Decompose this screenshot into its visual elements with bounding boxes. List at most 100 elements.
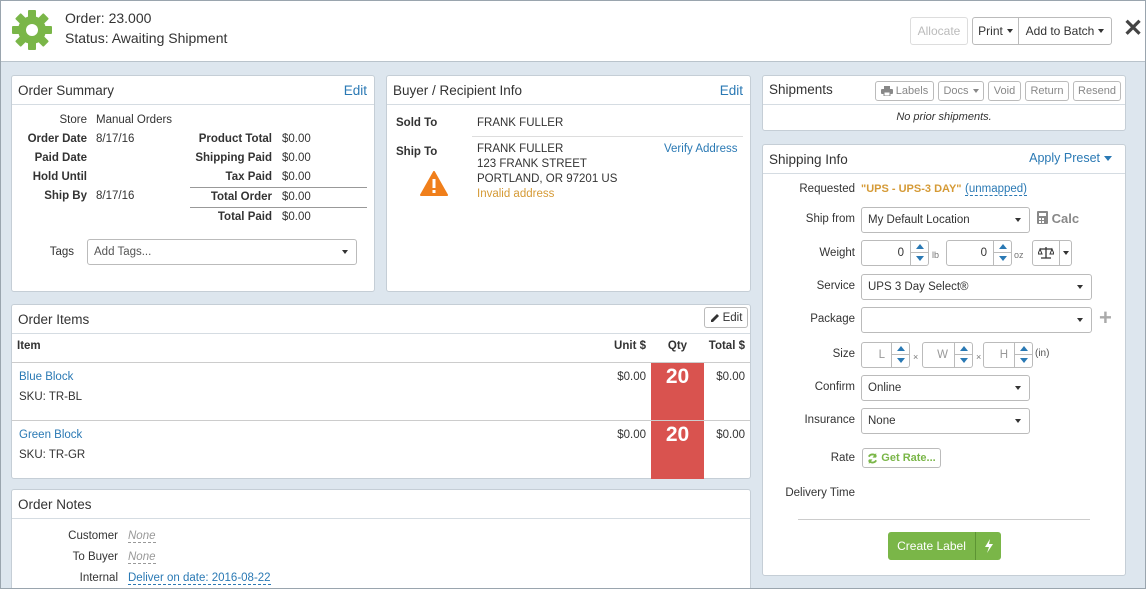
chevron-up-icon[interactable] (1015, 343, 1032, 355)
tax-paid-value: $0.00 (282, 171, 311, 183)
resend-button[interactable]: Resend (1073, 81, 1121, 101)
delivery-time-label: Delivery Time (785, 487, 855, 499)
rate-label: Rate (830, 452, 855, 464)
chevron-down-icon[interactable] (994, 253, 1011, 265)
divider (12, 420, 750, 421)
calc-label: Calc (1051, 211, 1080, 226)
item-sku: SKU: TR-GR (19, 449, 86, 461)
ship-from-label: Ship from (805, 213, 855, 225)
stepper-arrows[interactable] (910, 241, 928, 265)
order-notes-panel: Order Notes Customer None To Buyer None … (11, 489, 751, 588)
order-notes-title: Order Notes (18, 497, 92, 512)
chevron-up-icon[interactable] (892, 343, 909, 355)
sold-to-name: FRANK FULLER (477, 117, 564, 129)
return-button[interactable]: Return (1025, 81, 1069, 101)
stepper-arrows[interactable] (1014, 343, 1032, 367)
insurance-select[interactable]: None (861, 408, 1030, 434)
buyer-recipient-panel: Buyer / Recipient Info Edit Sold To FRAN… (386, 75, 751, 292)
internal-note-value[interactable]: Deliver on date: 2016-08-22 (128, 572, 271, 585)
height-placeholder: H (999, 349, 1008, 361)
shipments-panel: Shipments Labels Docs Void Return Resend… (762, 75, 1126, 131)
add-to-batch-button[interactable]: Add to Batch (1018, 17, 1112, 45)
docs-label: Docs (943, 85, 969, 97)
chevron-down-icon (1015, 218, 1021, 222)
insurance-value: None (868, 415, 896, 427)
scale-dropdown[interactable] (1059, 240, 1072, 266)
tags-placeholder: Add Tags... (94, 246, 152, 258)
buyer-edit-link[interactable]: Edit (719, 83, 743, 98)
tags-label: Tags (49, 246, 74, 258)
order-items-panel: Order Items Edit Item Unit $ Qty Total $… (11, 304, 751, 479)
no-shipments-text: No prior shipments. (896, 111, 992, 123)
stepper-arrows[interactable] (891, 343, 909, 367)
divider (763, 173, 1125, 174)
unmapped-link[interactable]: (unmapped) (965, 183, 1028, 196)
product-total-label: Product Total (198, 133, 272, 145)
total-paid-value: $0.00 (282, 211, 311, 223)
print-button[interactable]: Print (972, 17, 1019, 45)
chevron-down-icon[interactable] (1015, 355, 1032, 367)
chevron-down-icon[interactable] (955, 355, 972, 367)
requested-service: "UPS - UPS-3 DAY" (861, 183, 962, 195)
store-value: Manual Orders (96, 114, 173, 126)
void-label: Void (993, 85, 1016, 97)
create-label-button[interactable]: Create Label (888, 532, 975, 560)
tags-input[interactable]: Add Tags... (87, 239, 357, 265)
package-select[interactable] (861, 307, 1092, 333)
get-rates-label: Get Rate... (881, 452, 936, 464)
stepper-arrows[interactable] (954, 343, 972, 367)
divider (12, 362, 750, 363)
gear-icon (12, 10, 52, 50)
chevron-down-icon (1104, 156, 1112, 162)
weight-lb-stepper[interactable]: 0 (861, 240, 929, 266)
ship-from-select[interactable]: My Default Location (861, 207, 1030, 233)
service-value: UPS 3 Day Select® (868, 281, 969, 293)
lightning-icon (985, 539, 993, 553)
lb-unit: lb (932, 250, 940, 260)
apply-preset-dropdown[interactable]: Apply Preset (1029, 151, 1112, 165)
verify-address-link[interactable]: Verify Address (664, 143, 738, 155)
length-stepper[interactable]: L (861, 342, 910, 368)
confirm-select[interactable]: Online (861, 375, 1030, 401)
void-button[interactable]: Void (988, 81, 1021, 101)
scale-button[interactable] (1032, 240, 1060, 266)
chevron-down-icon[interactable] (892, 355, 909, 367)
chevron-down-icon[interactable] (911, 253, 928, 265)
length-placeholder: L (878, 349, 885, 361)
return-label: Return (1030, 85, 1064, 97)
shipping-paid-label: Shipping Paid (195, 152, 272, 164)
height-stepper[interactable]: H (983, 342, 1033, 368)
order-summary-edit-link[interactable]: Edit (343, 83, 367, 98)
stepper-arrows[interactable] (993, 241, 1011, 265)
tax-paid-label: Tax Paid (225, 171, 272, 183)
item-name-link[interactable]: Green Block (19, 429, 83, 441)
close-icon[interactable]: ✕ (1122, 15, 1144, 42)
chevron-up-icon[interactable] (955, 343, 972, 355)
unmapped-text: (unmapped) (965, 183, 1028, 196)
chevron-up-icon[interactable] (911, 241, 928, 253)
allocate-button[interactable]: Allocate (910, 17, 968, 45)
order-items-title: Order Items (18, 312, 90, 327)
order-items-edit-button[interactable]: Edit (704, 307, 748, 328)
to-buyer-note-value[interactable]: None (128, 551, 156, 564)
get-rates-button[interactable]: Get Rate... (862, 448, 941, 468)
chevron-down-icon (342, 250, 348, 254)
weight-oz-value: 0 (980, 247, 987, 259)
chevron-down-icon (1098, 29, 1105, 33)
add-package-icon[interactable]: + (1099, 305, 1112, 330)
quick-label-button[interactable] (975, 532, 1001, 560)
buyer-title: Buyer / Recipient Info (393, 83, 523, 98)
item-qty-badge: 20 (651, 421, 704, 479)
ship-to-label: Ship To (396, 146, 438, 158)
weight-oz-stepper[interactable]: 0 (946, 240, 1012, 266)
customer-note-value[interactable]: None (128, 530, 156, 543)
item-name-link[interactable]: Blue Block (19, 371, 74, 383)
docs-button[interactable]: Docs (938, 81, 984, 101)
labels-button[interactable]: Labels (875, 81, 934, 101)
calc-button[interactable]: Calc (1037, 211, 1079, 226)
service-select[interactable]: UPS 3 Day Select® (861, 274, 1092, 300)
allocate-label: Allocate (917, 24, 961, 38)
width-stepper[interactable]: W (922, 342, 973, 368)
divider (12, 518, 750, 519)
chevron-up-icon[interactable] (994, 241, 1011, 253)
